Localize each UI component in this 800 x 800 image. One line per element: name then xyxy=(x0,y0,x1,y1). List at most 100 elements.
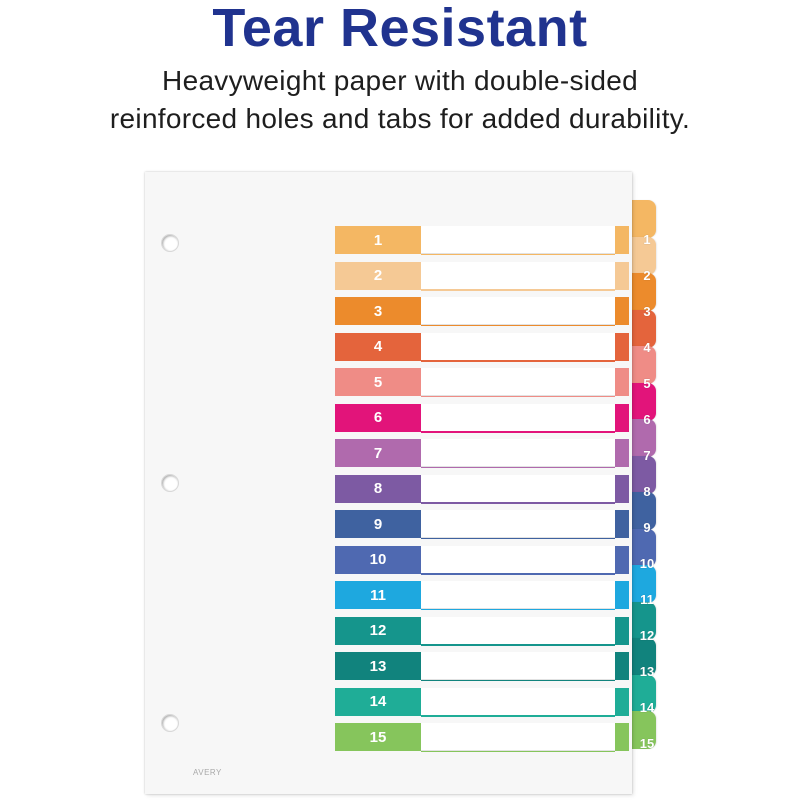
toc-entry-underline xyxy=(421,679,615,681)
toc-entry-underline xyxy=(421,573,615,575)
edge-tab xyxy=(628,236,656,275)
toc-row: 8 xyxy=(335,474,641,504)
punch-hole-middle xyxy=(161,474,179,492)
edge-tab xyxy=(628,528,656,567)
toc-entry-field[interactable] xyxy=(421,261,615,290)
toc-entry-underline xyxy=(421,466,615,468)
toc-row: 1 xyxy=(335,226,641,255)
toc-number-box: 14 xyxy=(335,687,421,716)
edge-tab-number: 1 xyxy=(643,232,651,247)
toc-number-box: 2 xyxy=(335,261,421,290)
edge-tab-number: 12 xyxy=(639,628,655,643)
toc-number-box: 9 xyxy=(335,510,421,538)
toc-entry-underline xyxy=(421,608,615,610)
toc-number-box: 5 xyxy=(335,368,421,396)
toc-entry-field[interactable] xyxy=(421,687,615,716)
edge-tab xyxy=(628,200,656,238)
toc-end-marker xyxy=(615,687,629,716)
toc-entry-field[interactable] xyxy=(421,723,615,751)
subheadline-line-1: Heavyweight paper with double-sided xyxy=(162,65,638,96)
toc-end-marker xyxy=(615,226,629,254)
toc-row: 7 xyxy=(335,439,641,468)
subheadline: Heavyweight paper with double-sided rein… xyxy=(0,62,800,138)
edge-tab xyxy=(628,419,656,457)
toc-end-marker xyxy=(615,545,629,574)
toc-end-marker xyxy=(615,439,629,467)
toc-entry-underline xyxy=(421,360,615,362)
toc-entry-field[interactable] xyxy=(421,332,615,361)
toc-entry-underline xyxy=(421,431,615,433)
toc-number-box: 1 xyxy=(335,226,421,254)
toc-row: 10 xyxy=(335,545,641,575)
edge-tab xyxy=(628,565,656,603)
subheadline-line-2: reinforced holes and tabs for added dura… xyxy=(109,103,691,134)
edge-tab-number: 9 xyxy=(643,520,651,535)
toc-end-marker xyxy=(615,297,629,325)
toc-entry-field[interactable] xyxy=(421,297,615,325)
toc-entry-field[interactable] xyxy=(421,403,615,432)
toc-end-marker xyxy=(615,652,629,680)
toc-entry-field[interactable] xyxy=(421,439,615,467)
edge-tab xyxy=(628,382,656,421)
toc-entry-underline xyxy=(421,324,615,326)
toc-entry-underline xyxy=(421,502,615,504)
toc-entry-field[interactable] xyxy=(421,510,615,538)
toc-entry-underline xyxy=(421,253,615,255)
toc-row: 12 xyxy=(335,616,641,646)
headline: Tear Resistant xyxy=(212,0,588,58)
toc-number-box: 10 xyxy=(335,545,421,574)
toc-end-marker xyxy=(615,332,629,361)
toc-entry-underline xyxy=(421,644,615,646)
edge-tab-number: 4 xyxy=(643,340,651,355)
toc-end-marker xyxy=(615,723,629,751)
edge-tab-number: 10 xyxy=(639,556,655,571)
edge-tab-number: 7 xyxy=(643,448,651,463)
punch-hole-bottom xyxy=(161,714,179,732)
edge-tab xyxy=(628,638,656,676)
edge-tab-number: 11 xyxy=(640,592,654,607)
toc-end-marker xyxy=(615,510,629,538)
edge-tab-number: 5 xyxy=(643,376,651,391)
toc-entry-field[interactable] xyxy=(421,652,615,680)
toc-entry-field[interactable] xyxy=(421,226,615,254)
edge-tab xyxy=(628,711,656,749)
toc-number-box: 12 xyxy=(335,616,421,645)
edge-tab-number: 8 xyxy=(643,484,651,499)
toc-row: 9 xyxy=(335,510,641,539)
brand-logo: AVERY xyxy=(193,768,222,777)
toc-number-box: 3 xyxy=(335,297,421,325)
toc-entry-underline xyxy=(421,395,615,397)
toc-end-marker xyxy=(615,368,629,396)
punch-hole-top xyxy=(161,234,179,252)
toc-row: 13 xyxy=(335,652,641,681)
edge-tab xyxy=(628,674,656,713)
toc-entry-field[interactable] xyxy=(421,545,615,574)
edge-tab xyxy=(628,273,656,311)
toc-end-marker xyxy=(615,261,629,290)
toc-number-box: 13 xyxy=(335,652,421,680)
edge-tab xyxy=(628,492,656,530)
edge-tab-number: 15 xyxy=(639,736,655,751)
toc-entry-field[interactable] xyxy=(421,616,615,645)
edge-tab xyxy=(628,309,656,348)
edge-tab-number: 2 xyxy=(643,268,651,283)
toc-entry-field[interactable] xyxy=(421,581,615,609)
toc-row: 14 xyxy=(335,687,641,717)
toc-entry-field[interactable] xyxy=(421,474,615,503)
edge-tab xyxy=(628,346,656,384)
edge-tab-number: 13 xyxy=(639,664,655,679)
edge-tab-number: 6 xyxy=(643,412,651,427)
toc-number-box: 8 xyxy=(335,474,421,503)
toc-row: 3 xyxy=(335,297,641,326)
edge-tab-number: 14 xyxy=(639,700,655,715)
toc-entry-underline xyxy=(421,715,615,717)
toc-end-marker xyxy=(615,616,629,645)
toc-entry-field[interactable] xyxy=(421,368,615,396)
toc-end-marker xyxy=(615,474,629,503)
edge-tab xyxy=(628,601,656,640)
toc-entry-underline xyxy=(421,750,615,752)
toc-end-marker xyxy=(615,403,629,432)
toc-number-box: 11 xyxy=(335,581,421,609)
toc-number-box: 7 xyxy=(335,439,421,467)
